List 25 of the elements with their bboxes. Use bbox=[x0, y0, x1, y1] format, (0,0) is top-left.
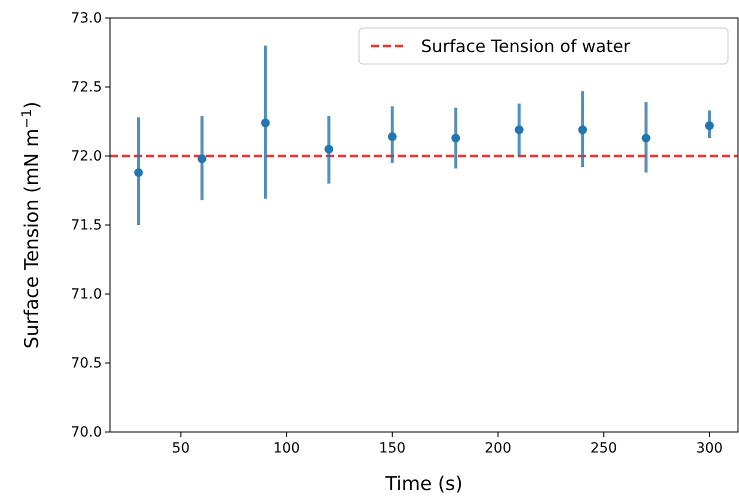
point bbox=[261, 118, 270, 128]
x-axis-title: Time (s) bbox=[384, 473, 463, 495]
point bbox=[198, 154, 206, 164]
x-tick-label: 200 bbox=[484, 440, 512, 457]
x-tick-label: 150 bbox=[378, 440, 406, 457]
legend-label: Surface Tension of water bbox=[421, 36, 630, 57]
y-tick-label: 73.0 bbox=[70, 10, 102, 26]
x-tick-label: 250 bbox=[590, 440, 618, 457]
y-tick-label: 72.0 bbox=[70, 148, 102, 164]
y-tick-label: 72.5 bbox=[70, 79, 102, 96]
point bbox=[578, 125, 587, 134]
point bbox=[388, 132, 397, 142]
y-tick-label: 70.0 bbox=[70, 424, 102, 440]
point bbox=[324, 144, 334, 154]
point bbox=[451, 134, 460, 142]
y-tick-label: 71.5 bbox=[70, 217, 102, 234]
point bbox=[705, 121, 714, 130]
point bbox=[514, 125, 524, 134]
point bbox=[642, 134, 650, 142]
y-tick-label: 71.0 bbox=[70, 286, 102, 302]
y-tick-label: 70.5 bbox=[70, 355, 102, 372]
x-tick-label: 50 bbox=[172, 440, 190, 457]
x-tick-label: 300 bbox=[696, 440, 723, 457]
point bbox=[134, 168, 143, 177]
x-tick-label: 100 bbox=[273, 440, 300, 457]
